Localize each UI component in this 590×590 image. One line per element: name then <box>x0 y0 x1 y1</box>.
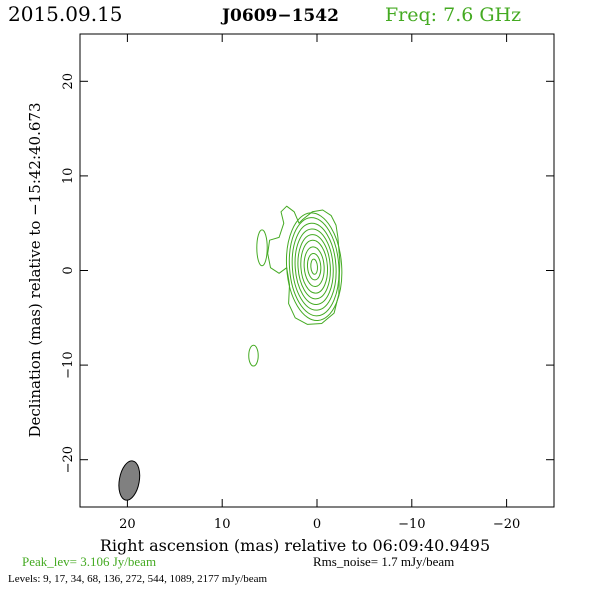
y-tick-label: 20 <box>61 73 76 90</box>
y-tick-label: −10 <box>61 351 76 378</box>
contour-lines <box>248 205 343 367</box>
y-tick-label: −20 <box>61 446 76 473</box>
frequency-label: Freq: 7.6 GHz <box>385 4 521 26</box>
x-tick-label: 10 <box>214 517 231 532</box>
outer-contour <box>267 205 341 325</box>
core-contour <box>303 246 325 288</box>
y-axis-label: Declination (mas) relative to −15:42:40.… <box>26 102 44 437</box>
beam-shape <box>118 460 141 501</box>
x-tick-label: 20 <box>119 517 136 532</box>
left-component-contour <box>256 229 268 267</box>
core-contour <box>294 228 334 305</box>
y-tick-label: 0 <box>61 266 76 274</box>
south-component-contour <box>248 344 259 367</box>
core-contour <box>300 239 329 294</box>
source-name: J0609−1542 <box>220 6 339 26</box>
x-tick-label: −20 <box>493 517 520 532</box>
observation-date: 2015.09.15 <box>8 2 123 26</box>
core-contour <box>306 252 322 281</box>
beam-ellipse <box>118 460 141 501</box>
x-axis-label: Right ascension (mas) relative to 06:09:… <box>100 536 490 555</box>
core-contour <box>291 222 337 311</box>
rms-noise: Rms_noise= 1.7 mJy/beam <box>313 554 454 569</box>
y-tick-labels: −20 −10 0 10 20 <box>61 73 76 473</box>
contour-levels: Levels: 9, 17, 34, 68, 136, 272, 544, 10… <box>8 573 268 585</box>
peak-level: Peak_lev= 3.106 Jy/beam <box>22 554 156 569</box>
x-tick-label: −10 <box>398 517 425 532</box>
core-contour <box>297 234 331 300</box>
axis-ticks <box>80 34 554 507</box>
core-contour <box>288 217 340 317</box>
x-tick-label: 0 <box>313 517 321 532</box>
x-tick-labels: 20 10 0 −10 −20 <box>119 517 520 532</box>
y-tick-label: 10 <box>61 168 76 185</box>
core-contour <box>310 258 319 275</box>
